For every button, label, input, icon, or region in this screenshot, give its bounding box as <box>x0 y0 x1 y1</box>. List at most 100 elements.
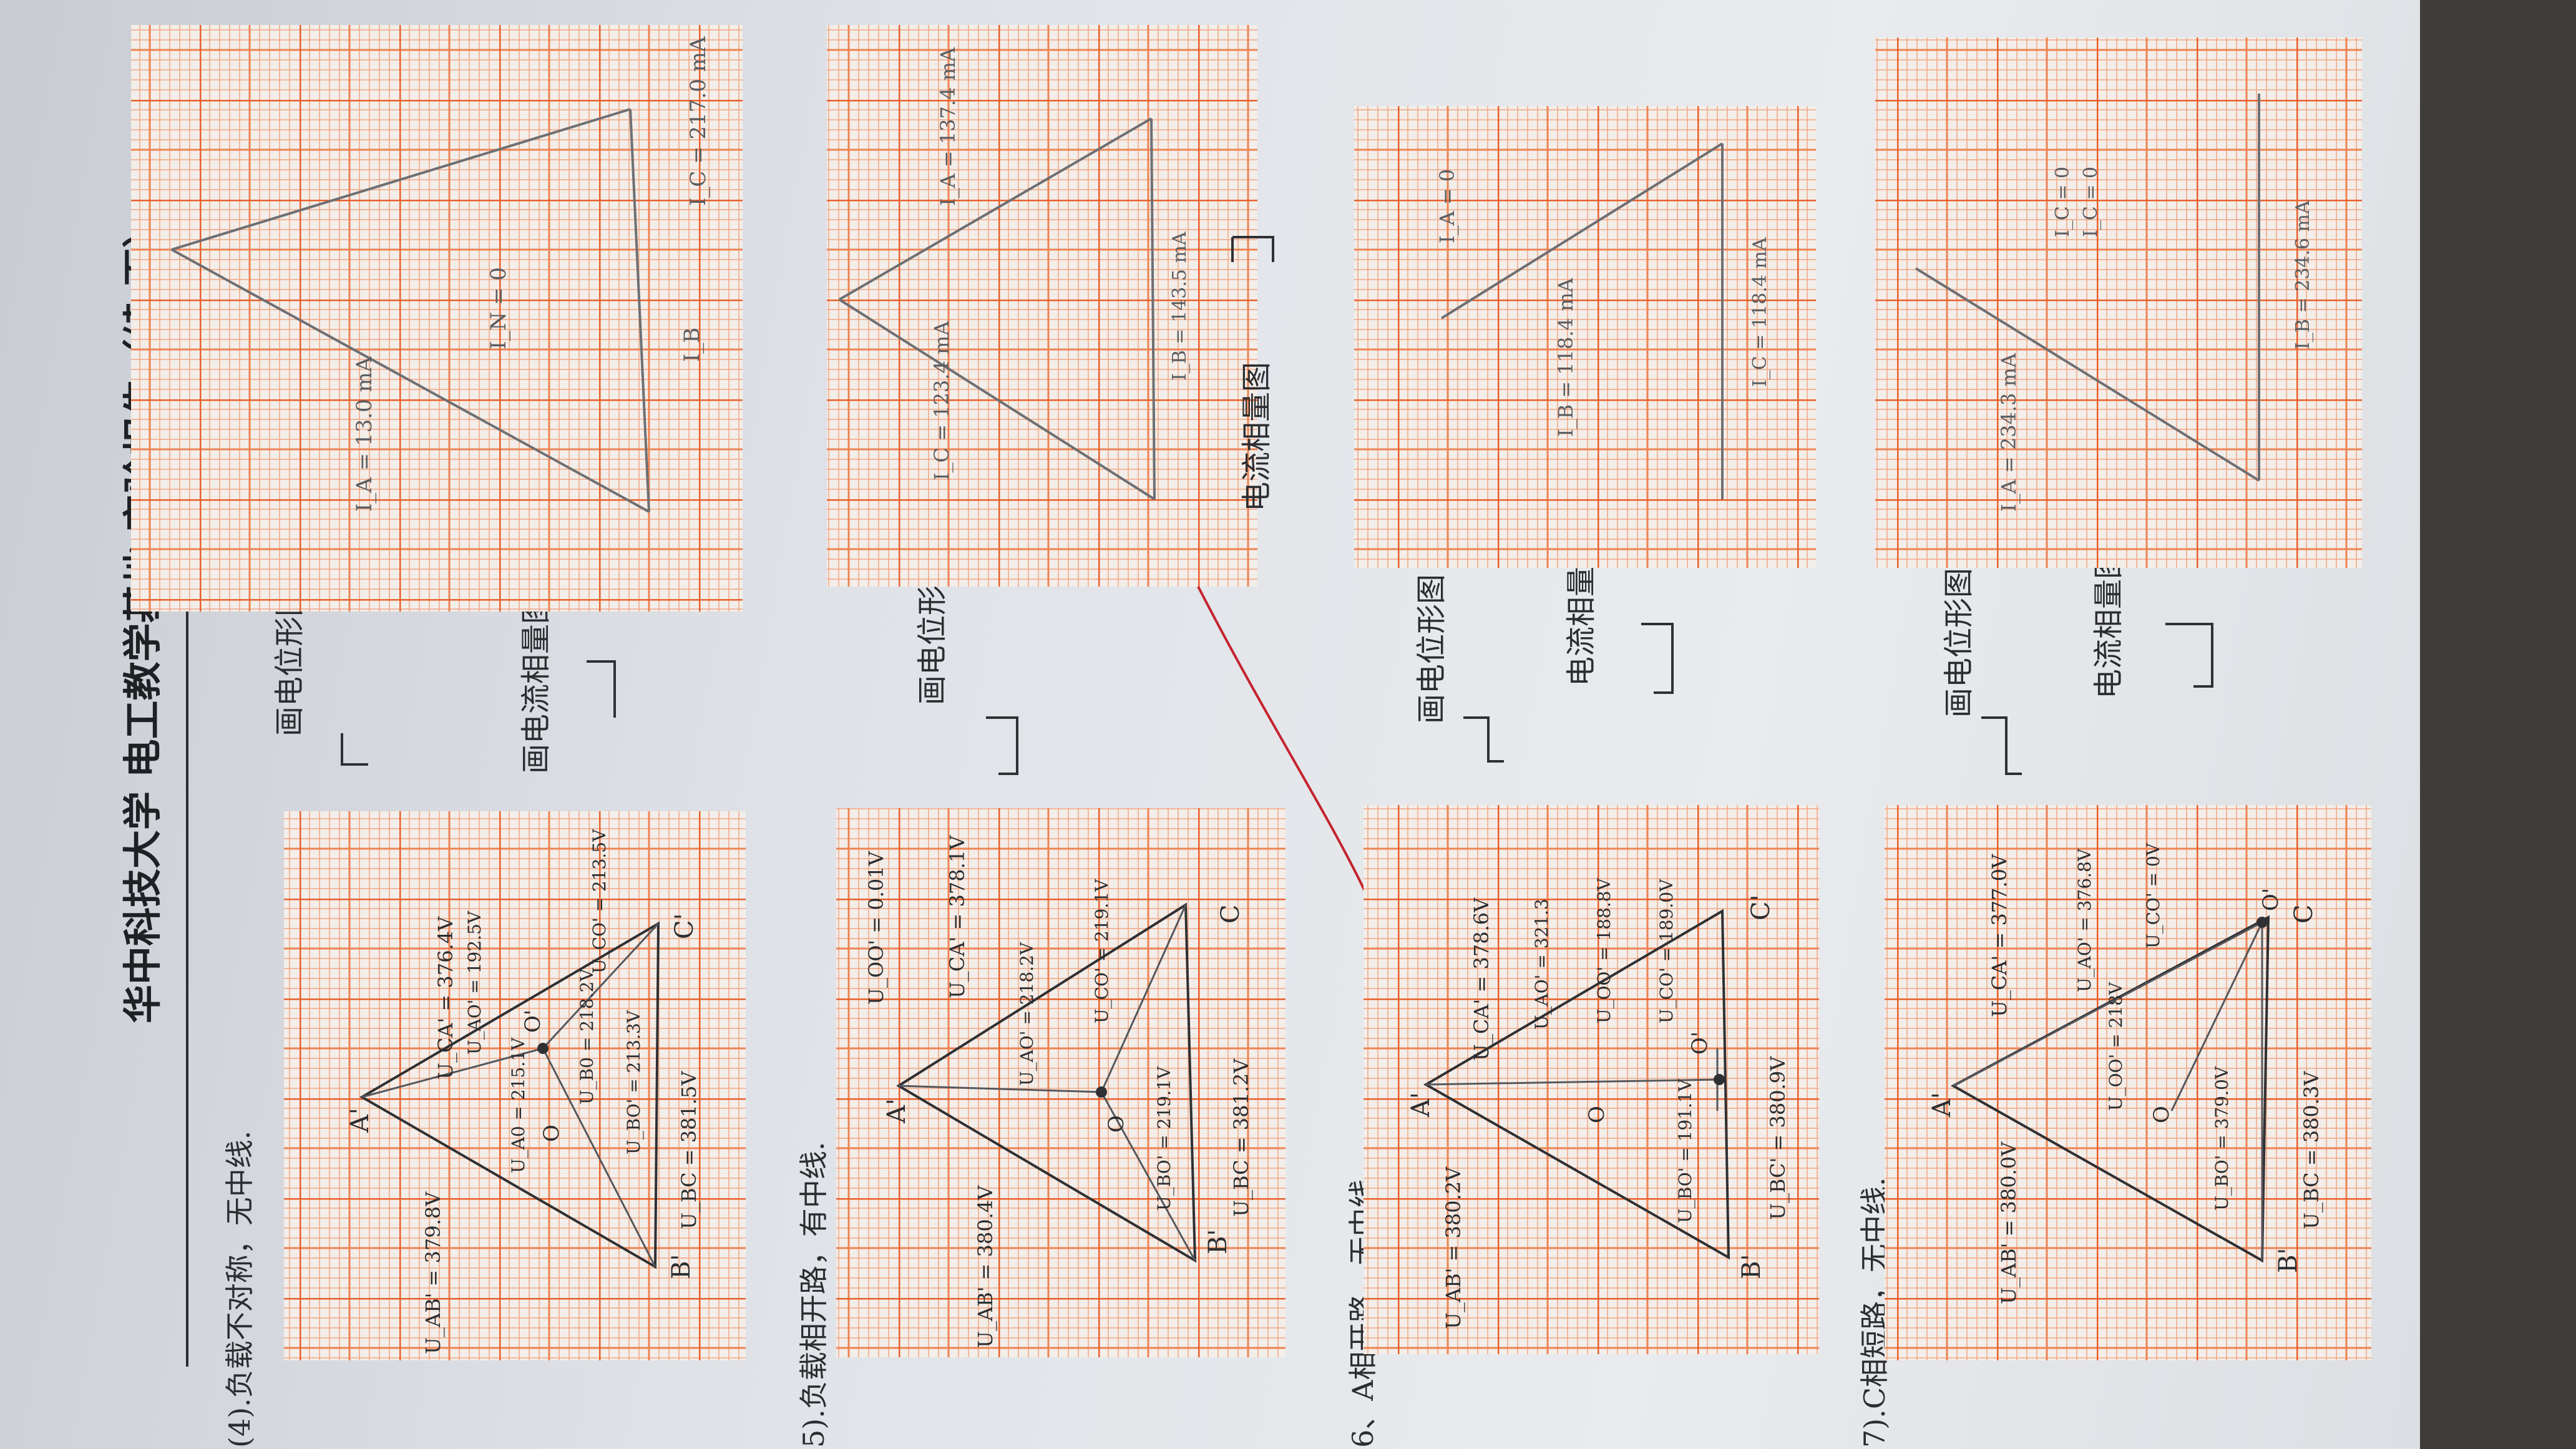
line-voltage-triangle <box>359 921 660 1269</box>
voltage-graph-paper <box>284 811 746 1360</box>
current-value: I_C = 0 <box>2080 167 2102 237</box>
vertex-label: O' <box>1687 1032 1712 1055</box>
current-vector-B <box>1440 142 1724 320</box>
current-value: I_C = 123.4 mA <box>930 321 954 481</box>
arrow-icon <box>1981 716 2022 775</box>
current-vector-C <box>838 117 1153 301</box>
current-caption: 画电流相量图 <box>519 594 554 774</box>
current-vector-A <box>838 298 1156 500</box>
current-caption: 电流相量图 <box>2091 549 2126 699</box>
voltage-diagram: A' B' C O O' U_CA' = 377.0V U_AB' = 380.… <box>1928 842 2323 1304</box>
lab-report-sheet: 华中科技大学 电工教学基地 实验报告（续 页） (4).负载不对称，无中线. A… <box>0 0 2420 1449</box>
current-vector-A <box>171 248 650 513</box>
vertex-label: C' <box>670 913 699 939</box>
section-6: 6、A相开路，无中线. A' B' C' O O' U_CA' = 378.6V… <box>1346 106 1819 1448</box>
voltage-value: U_B0 = 218.2V <box>577 968 597 1105</box>
section-7: 7).C相短路，无中线. A' B' C O O' U_CA' = 377.0V… <box>1858 37 2371 1448</box>
voltage-value: U_CA' = 377.0V <box>1988 854 2011 1017</box>
phase-voltage-A <box>898 1085 1102 1093</box>
voltage-caption: 画电位形图 <box>1941 568 1976 718</box>
voltage-value: U_OO' = 218V <box>2105 982 2126 1111</box>
neutral-shift <box>2170 922 2263 1111</box>
current-value: I_A = 13.0 mA <box>352 356 377 512</box>
current-vector-B <box>629 109 650 512</box>
voltage-diagram: A' B' C O U_OO' = 0.01V U_CA' = 378.1V U… <box>864 835 1253 1348</box>
current-value: I_N = 0 <box>486 267 511 349</box>
voltage-value: U_AO' = 192.5V <box>464 910 485 1055</box>
voltage-value: U_BC' = 380.9V <box>1766 1056 1790 1220</box>
line-voltage-triangle <box>896 902 1197 1263</box>
arrow-icon <box>1641 623 1674 694</box>
current-graph-paper <box>131 25 743 612</box>
phase-voltage-C <box>1100 904 1187 1093</box>
vertex-label: B' <box>1204 1229 1232 1254</box>
current-value: I_C = 217.0 mA <box>686 36 711 206</box>
voltage-value: U_AO' = 321.3 <box>1531 899 1552 1030</box>
current-graph-paper <box>1875 37 2362 568</box>
phase-voltage-B <box>1100 1091 1196 1261</box>
current-graph-paper <box>827 25 1257 587</box>
phase-voltage-C <box>542 922 660 1050</box>
vertex-label: A' <box>346 1108 374 1133</box>
neutral-point <box>537 1043 549 1054</box>
section-heading: (4).负载不对称，无中线. <box>223 1131 256 1448</box>
vertex-label: O <box>1584 1106 1609 1123</box>
vertex-label: O <box>1104 1115 1129 1133</box>
current-diagram: I_A = 13.0 mA I_B I_C = 217.0 mA I_N = 0 <box>171 36 711 513</box>
voltage-value: U_BC = 381.5V <box>677 1071 701 1229</box>
current-value: I_C = 0 <box>2052 167 2074 237</box>
vertex-label: O' <box>2258 888 2283 911</box>
vertex-label: B' <box>667 1254 696 1279</box>
voltage-value: U_AO' = 218.2V <box>1017 942 1037 1086</box>
voltage-diagram: A' B' C' O O' U_CA' = 378.6V U_AB' = 380… <box>1407 877 1790 1329</box>
voltage-diagram: A' B' C' O O' U_CA' = 376.4V U_AB' = 379… <box>346 829 701 1354</box>
voltage-value: U_CO' = 219.1V <box>1091 879 1112 1023</box>
voltage-value: U_CO' = 189.0V <box>1656 879 1677 1023</box>
voltage-value: U_BC = 381.2V <box>1229 1058 1253 1217</box>
phase-voltage-A <box>1953 921 2263 1087</box>
voltage-value: U_BC = 380.3V <box>2300 1071 2323 1229</box>
arrow-icon <box>587 660 616 718</box>
phase-voltage-A <box>361 1047 544 1098</box>
vertex-label: O <box>2149 1106 2174 1123</box>
current-vector-A <box>1915 267 2260 482</box>
voltage-value: U_BO' = 191.1V <box>1675 1078 1695 1223</box>
current-value: I_B = 118.4 mA <box>1554 278 1578 437</box>
voltage-value: U_AB' = 380.0V <box>1997 1141 2021 1304</box>
current-diagram: I_A = 234.3 mA I_B = 234.6 mA I_C = 0 I_… <box>1915 94 2314 512</box>
vertex-label: C' <box>1747 894 1775 920</box>
neutral-point <box>1096 1086 1107 1098</box>
current-value: I_C = 118.4 mA <box>1749 237 1771 387</box>
current-caption: 电流相量图 <box>1239 362 1274 512</box>
vertex-label: C <box>1216 904 1245 924</box>
section-heading: 5).负载相开路，有中线. <box>797 1142 831 1448</box>
voltage-value: U_CA' = 376.4V <box>434 916 457 1080</box>
current-vector-B <box>1150 118 1156 500</box>
voltage-value: U_AB' = 379.8V <box>421 1191 445 1354</box>
arrow-icon <box>986 716 1018 775</box>
arrow-icon <box>2165 623 2213 688</box>
current-value: I_A = 234.3 mA <box>1997 353 2021 512</box>
voltage-value: U_BO' = 219.1V <box>1154 1066 1174 1211</box>
vertex-label: A' <box>1928 1092 1956 1118</box>
vertex-label: A' <box>882 1098 911 1124</box>
section-4: (4).负载不对称，无中线. A' B' C' O O' U_CA' = 376… <box>131 25 746 1448</box>
voltage-value: U_BO' = 379.0V <box>2212 1066 2232 1211</box>
vertex-label: C <box>2290 904 2318 924</box>
voltage-value: U_AO' = 376.8V <box>2074 848 2095 992</box>
vertex-label: A' <box>1407 1092 1435 1118</box>
scene: 华中科技大学 电工教学基地 实验报告（续 页） (4).负载不对称，无中线. A… <box>120 25 2371 1448</box>
current-graph-paper <box>1354 106 1816 568</box>
voltage-value: U_AB' = 380.2V <box>1442 1166 1465 1329</box>
neutral-point <box>2256 917 2268 928</box>
voltage-value: U_BO' = 213.3V <box>623 1010 644 1154</box>
current-vector-C <box>171 108 631 251</box>
voltage-value: U_CA' = 378.1V <box>945 835 969 998</box>
voltage-value: U_A0 = 215.1V <box>508 1037 529 1173</box>
voltage-graph-paper <box>1364 805 1819 1354</box>
vertex-label: B' <box>2274 1248 2303 1273</box>
arrow-icon <box>341 733 368 766</box>
voltage-value: U_CO' = 0V <box>2143 842 2164 949</box>
phase-voltage-A <box>1425 1078 1720 1086</box>
current-value: I_B = 143.5 mA <box>1169 232 1191 381</box>
